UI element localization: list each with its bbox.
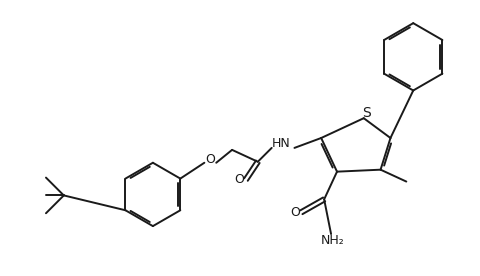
Text: HN: HN — [272, 137, 291, 150]
Text: NH₂: NH₂ — [321, 234, 345, 248]
Text: O: O — [234, 173, 244, 186]
Text: O: O — [205, 153, 215, 166]
Text: O: O — [290, 206, 300, 219]
Text: S: S — [362, 106, 371, 120]
